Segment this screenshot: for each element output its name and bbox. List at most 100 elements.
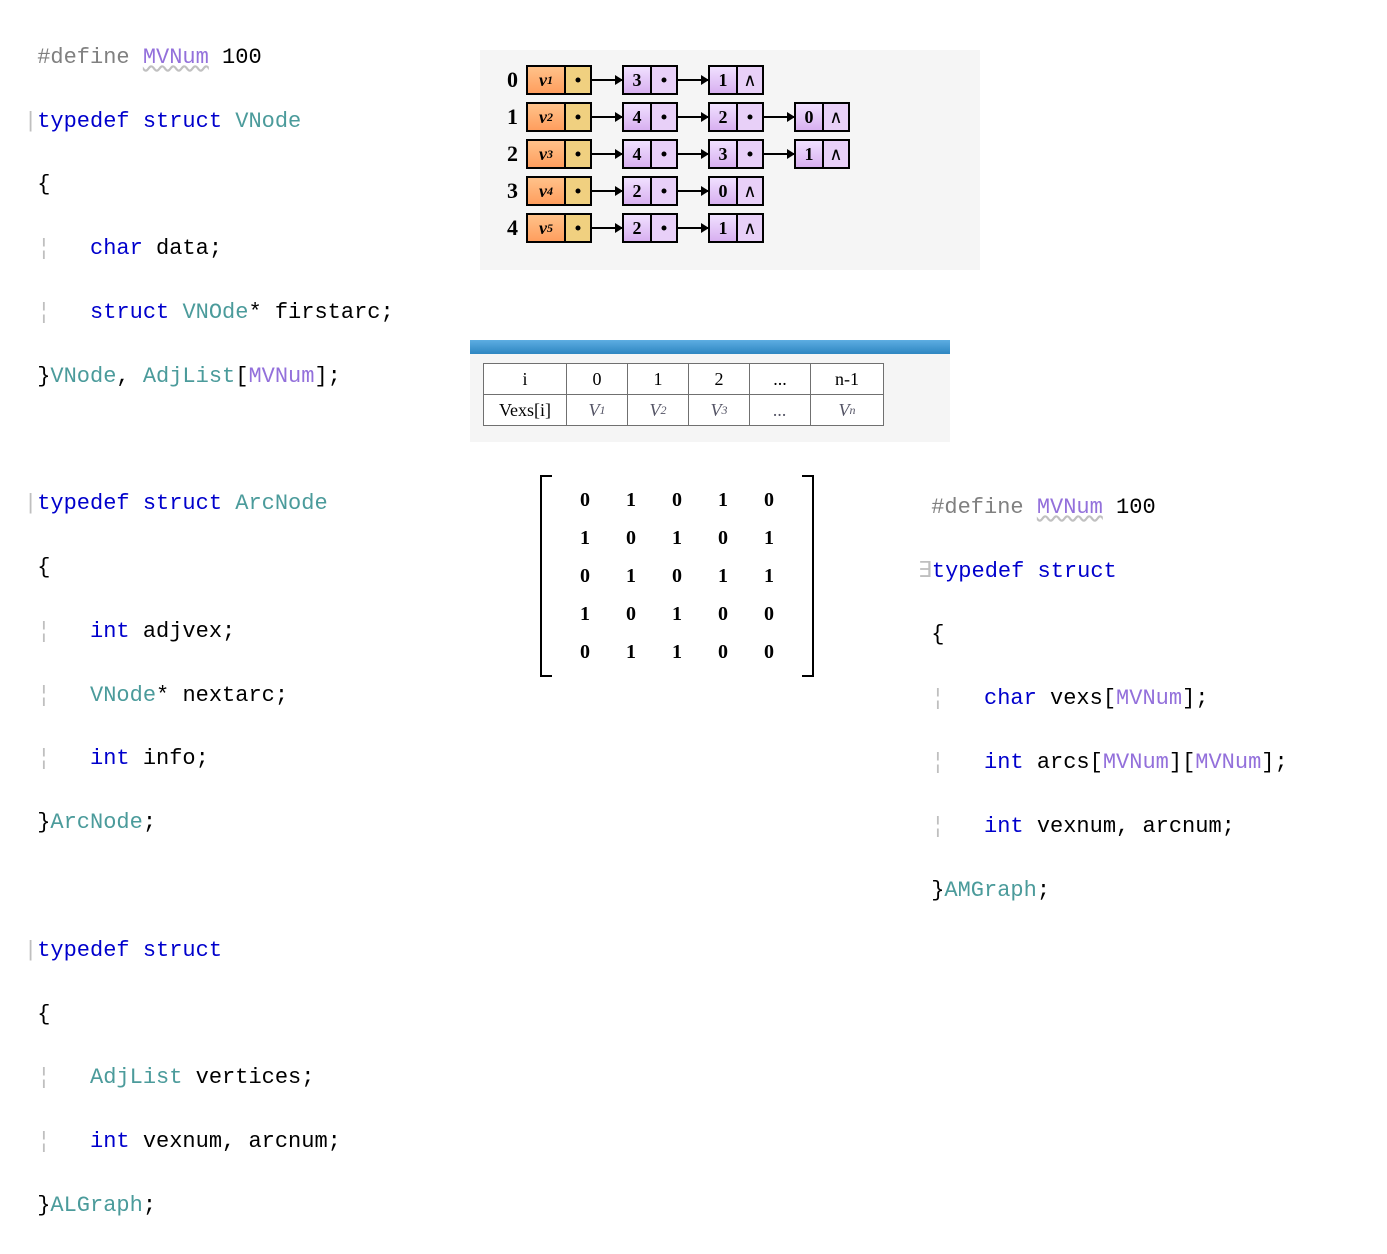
arc-next-ptr	[738, 139, 764, 169]
arc-adjvex: 2	[622, 176, 652, 206]
kw-struct: struct	[90, 300, 169, 325]
blank	[24, 425, 394, 457]
field: info	[143, 746, 196, 771]
adj-vertex-cell: v4	[526, 176, 566, 206]
type: ArcNode	[50, 810, 142, 835]
matrix-cell: 0	[746, 595, 792, 633]
line-field-arcs: ¦ int arcs[MVNum][MVNum];	[918, 747, 1288, 779]
adj-row: 1v2420∧	[494, 99, 966, 135]
line-arcnode-close: }ArcNode;	[24, 807, 394, 839]
matrix-cell: 1	[700, 481, 746, 519]
macro: MVNum	[1116, 686, 1182, 711]
arc-node: 3	[708, 139, 764, 169]
vexs-cell: 0	[566, 363, 628, 395]
arc-adjvex: 4	[622, 139, 652, 169]
adj-row: 3v420∧	[494, 173, 966, 209]
arrow-icon	[592, 116, 622, 118]
arrow-icon	[592, 190, 622, 192]
matrix-cell: 1	[654, 595, 700, 633]
matrix-cell: 1	[562, 519, 608, 557]
adjacency-list-diagram: 0v131∧1v2420∧2v3431∧3v420∧4v521∧	[480, 50, 980, 270]
adj-index: 1	[494, 104, 518, 130]
adj-firstarc-cell	[566, 213, 592, 243]
field: arcnum	[248, 1129, 327, 1154]
line-brace: {	[24, 552, 394, 584]
matrix-cell: 1	[608, 481, 654, 519]
adj-vertex-cell: v1	[526, 65, 566, 95]
matrix-cell: 1	[700, 557, 746, 595]
arrow-icon	[678, 227, 708, 229]
type: int	[90, 1129, 130, 1154]
macro-value: 100	[222, 45, 262, 70]
vexs-cell: 1	[627, 363, 689, 395]
adjacency-matrix: 0101010101010111010001100	[540, 475, 814, 677]
arc-adjvex: 2	[622, 213, 652, 243]
matrix-cell: 0	[608, 595, 654, 633]
arc-node: 1∧	[794, 139, 850, 169]
arc-node: 2	[708, 102, 764, 132]
line-field-vertices: ¦ AdjList vertices;	[24, 1062, 394, 1094]
arc-node: 1∧	[708, 213, 764, 243]
arc-node: 4	[622, 102, 678, 132]
type: int	[90, 746, 130, 771]
line-field-adjvex: ¦ int adjvex;	[24, 616, 394, 648]
arc-next-ptr	[652, 176, 678, 206]
adj-index: 2	[494, 141, 518, 167]
arrow-icon	[592, 153, 622, 155]
matrix-cell: 1	[608, 557, 654, 595]
type: VNOde	[182, 300, 248, 325]
kw-struct: struct	[143, 491, 222, 516]
line-vnode-decl: |typedef struct VNode	[24, 106, 394, 138]
line-field-vexs: ¦ char vexs[MVNum];	[918, 683, 1288, 715]
type: AMGraph	[944, 878, 1036, 903]
adj-index: 0	[494, 67, 518, 93]
line-brace: {	[24, 999, 394, 1031]
vexs-cell: i	[483, 363, 567, 395]
arc-adjvex: 4	[622, 102, 652, 132]
arc-adjvex: 0	[708, 176, 738, 206]
adj-firstarc-cell	[566, 102, 592, 132]
matrix-cell: 1	[654, 519, 700, 557]
matrix-cell: 0	[654, 481, 700, 519]
arc-adjvex: 1	[708, 65, 738, 95]
vexs-cell: ...	[749, 363, 811, 395]
bracket-left	[540, 475, 552, 677]
arc-null-ptr: ∧	[738, 65, 764, 95]
vexs-cell: Vn	[810, 394, 884, 426]
vexs-row-values: Vexs[i]V1V2V3...Vn	[484, 395, 936, 426]
matrix-row: 10100	[562, 595, 792, 633]
adj-index: 3	[494, 178, 518, 204]
kw-typedef: typedef	[37, 938, 129, 963]
type: int	[90, 619, 130, 644]
adj-row: 0 v1 31∧	[494, 62, 966, 98]
arc-next-ptr	[738, 102, 764, 132]
line-algraph-decl: |typedef struct	[24, 935, 394, 967]
type: int	[984, 750, 1024, 775]
matrix-row: 01011	[562, 557, 792, 595]
arc-node: 3	[622, 65, 678, 95]
macro-name: MVNum	[1037, 495, 1103, 520]
kw-struct: struct	[143, 938, 222, 963]
field: firstarc	[275, 300, 381, 325]
vexs-cell: n-1	[810, 363, 884, 395]
field: vexnum	[143, 1129, 222, 1154]
matrix-cell: 0	[700, 633, 746, 671]
field: data	[156, 236, 209, 261]
type-name: VNode	[235, 109, 301, 134]
field: vexnum	[1037, 814, 1116, 839]
matrix-cell: 0	[562, 633, 608, 671]
arc-null-ptr: ∧	[824, 139, 850, 169]
vexs-table: i012...n-1Vexs[i]V1V2V3...Vn	[470, 340, 950, 442]
bracket-right	[802, 475, 814, 677]
type: int	[984, 814, 1024, 839]
matrix-cell: 1	[746, 519, 792, 557]
arc-node: 0∧	[794, 102, 850, 132]
arc-node: 4	[622, 139, 678, 169]
macro-name: MVNum	[143, 45, 209, 70]
vexs-cell: ...	[749, 394, 811, 426]
vexs-row-header: i012...n-1	[484, 364, 936, 395]
matrix-cell: 0	[700, 595, 746, 633]
directive: #define	[37, 45, 129, 70]
line-field-data: ¦ char data;	[24, 233, 394, 265]
vexs-row-label: Vexs[i]	[483, 394, 567, 426]
